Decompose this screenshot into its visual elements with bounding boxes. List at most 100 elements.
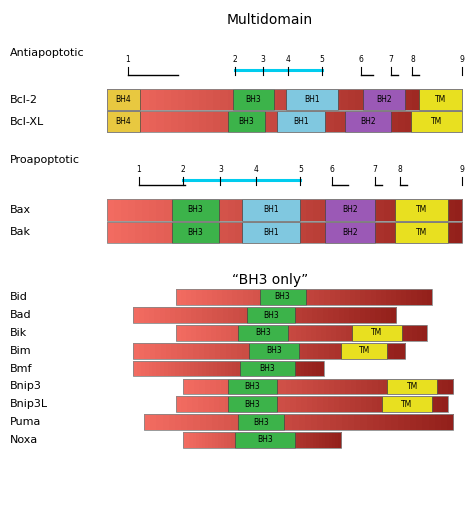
Bar bbox=[185, 200, 192, 220]
Bar bbox=[264, 379, 270, 394]
Bar bbox=[211, 325, 217, 341]
Bar bbox=[133, 343, 139, 359]
Bar bbox=[183, 432, 187, 448]
Bar bbox=[309, 289, 315, 304]
Bar bbox=[256, 222, 264, 243]
Bar bbox=[205, 432, 209, 448]
Bar bbox=[313, 111, 320, 132]
Bar bbox=[137, 361, 141, 376]
Bar bbox=[386, 325, 392, 341]
Bar bbox=[363, 222, 370, 243]
Bar bbox=[419, 111, 427, 132]
Bar bbox=[280, 414, 287, 430]
Bar bbox=[221, 379, 227, 394]
Bar bbox=[311, 414, 318, 430]
Bar bbox=[405, 222, 413, 243]
Bar bbox=[318, 396, 323, 412]
Bar bbox=[320, 200, 328, 220]
Bar bbox=[281, 432, 285, 448]
Bar bbox=[178, 222, 185, 243]
Bar bbox=[294, 432, 298, 448]
Bar bbox=[378, 379, 383, 394]
Text: BH2: BH2 bbox=[376, 95, 392, 104]
Bar bbox=[437, 396, 443, 412]
Bar bbox=[139, 343, 145, 359]
Bar bbox=[391, 289, 397, 304]
Bar bbox=[410, 396, 416, 412]
Text: 1: 1 bbox=[126, 55, 130, 64]
Bar bbox=[142, 111, 150, 132]
Bar bbox=[389, 343, 395, 359]
Bar bbox=[224, 414, 231, 430]
Bar bbox=[377, 222, 384, 243]
Bar bbox=[228, 200, 235, 220]
Bar bbox=[164, 361, 168, 376]
Bar bbox=[341, 222, 349, 243]
Text: BH2: BH2 bbox=[342, 227, 358, 237]
Bar bbox=[233, 89, 274, 110]
Bar bbox=[206, 414, 212, 430]
Text: “BH3 only”: “BH3 only” bbox=[232, 273, 308, 287]
Bar bbox=[192, 432, 196, 448]
Bar bbox=[183, 379, 453, 394]
Bar bbox=[107, 111, 114, 132]
Bar bbox=[312, 307, 318, 323]
Bar bbox=[238, 414, 284, 430]
Bar bbox=[412, 200, 420, 220]
Bar bbox=[243, 432, 247, 448]
Bar bbox=[307, 396, 312, 412]
Bar bbox=[156, 222, 164, 243]
Bar bbox=[235, 222, 242, 243]
Bar bbox=[388, 379, 394, 394]
Bar bbox=[292, 111, 299, 132]
Bar bbox=[215, 343, 221, 359]
Bar bbox=[335, 343, 340, 359]
Bar bbox=[176, 289, 432, 304]
Bar bbox=[172, 361, 176, 376]
Bar bbox=[171, 89, 178, 110]
Bar bbox=[307, 307, 313, 323]
Bar bbox=[234, 432, 237, 448]
Bar bbox=[155, 343, 161, 359]
Bar bbox=[244, 361, 248, 376]
Bar bbox=[348, 414, 355, 430]
Bar bbox=[149, 222, 157, 243]
Bar bbox=[296, 396, 301, 412]
Bar bbox=[441, 89, 448, 110]
Text: Bim: Bim bbox=[9, 345, 31, 356]
Bar bbox=[341, 343, 387, 359]
Bar bbox=[323, 396, 329, 412]
Bar bbox=[228, 222, 235, 243]
Bar bbox=[443, 396, 448, 412]
Bar bbox=[121, 222, 128, 243]
Bar bbox=[412, 222, 420, 243]
Bar bbox=[142, 89, 150, 110]
Bar bbox=[186, 325, 191, 341]
Bar bbox=[299, 111, 306, 132]
Bar bbox=[360, 307, 365, 323]
Bar bbox=[192, 222, 200, 243]
Bar bbox=[236, 396, 242, 412]
Bar bbox=[391, 111, 399, 132]
Bar bbox=[240, 361, 244, 376]
Bar bbox=[320, 222, 328, 243]
Bar bbox=[249, 343, 299, 359]
Bar bbox=[283, 289, 289, 304]
Bar bbox=[407, 325, 412, 341]
Bar bbox=[334, 89, 342, 110]
Bar bbox=[441, 222, 448, 243]
Bar bbox=[434, 111, 441, 132]
Bar bbox=[133, 343, 405, 359]
Bar bbox=[191, 289, 197, 304]
Bar bbox=[249, 111, 256, 132]
Bar bbox=[442, 379, 448, 394]
Bar bbox=[299, 414, 305, 430]
Bar bbox=[175, 414, 182, 430]
Bar bbox=[212, 414, 219, 430]
Bar bbox=[363, 200, 370, 220]
Bar bbox=[320, 89, 328, 110]
Bar bbox=[226, 343, 232, 359]
Bar bbox=[121, 89, 128, 110]
Bar bbox=[156, 361, 160, 376]
Bar bbox=[356, 222, 363, 243]
